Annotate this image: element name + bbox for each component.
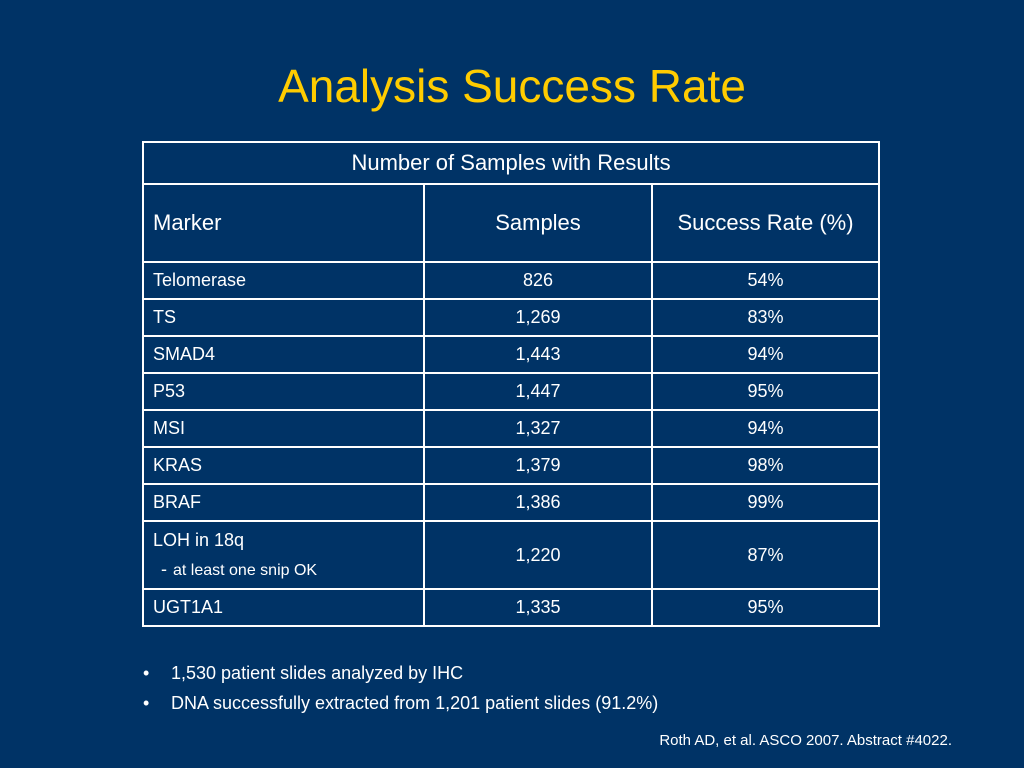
- table-row: BRAF 1,386 99%: [142, 483, 881, 522]
- marker-cell: MSI: [142, 409, 425, 448]
- rate-cell: 95%: [650, 588, 881, 627]
- table-header-row: Marker Samples Success Rate (%): [142, 183, 881, 263]
- samples-cell: 826: [423, 261, 653, 300]
- marker-cell: TS: [142, 298, 425, 337]
- rate-cell: 87%: [650, 520, 881, 590]
- samples-cell: 1,335: [423, 588, 653, 627]
- column-header-success-rate: Success Rate (%): [650, 183, 881, 263]
- note-text: 1,530 patient slides analyzed by IHC: [171, 663, 464, 683]
- rate-cell: 99%: [650, 483, 881, 522]
- list-item: • 1,530 patient slides analyzed by IHC: [143, 658, 658, 688]
- samples-cell: 1,269: [423, 298, 653, 337]
- table-row: MSI 1,327 94%: [142, 409, 881, 448]
- rate-cell: 83%: [650, 298, 881, 337]
- results-table: Number of Samples with Results Marker Sa…: [141, 141, 881, 627]
- bullet-icon: •: [143, 693, 150, 713]
- samples-cell: 1,386: [423, 483, 653, 522]
- sub-note-dash: -: [161, 559, 167, 579]
- table-row: P53 1,447 95%: [142, 372, 881, 411]
- table-row: SMAD4 1,443 94%: [142, 335, 881, 374]
- samples-cell: 1,220: [423, 520, 653, 590]
- table-row: UGT1A1 1,335 95%: [142, 588, 881, 627]
- rate-cell: 98%: [650, 446, 881, 485]
- samples-cell: 1,379: [423, 446, 653, 485]
- column-header-samples: Samples: [423, 183, 653, 263]
- table-group-header: Number of Samples with Results: [141, 141, 881, 185]
- sub-note-text: at least one snip OK: [173, 562, 318, 579]
- marker-cell: KRAS: [142, 446, 425, 485]
- marker-cell: SMAD4: [142, 335, 425, 374]
- table-row: KRAS 1,379 98%: [142, 446, 881, 485]
- marker-sub-note: - at least one snip OK: [153, 559, 414, 580]
- notes-list: • 1,530 patient slides analyzed by IHC • D…: [143, 658, 658, 718]
- marker-cell: LOH in 18q - at least one snip OK: [142, 520, 425, 590]
- column-header-marker: Marker: [142, 183, 425, 263]
- note-text: DNA successfully extracted from 1,201 pa…: [171, 693, 659, 713]
- table-row: LOH in 18q - at least one snip OK 1,220 8…: [142, 520, 881, 590]
- marker-cell: P53: [142, 372, 425, 411]
- table-row: Telomerase 826 54%: [142, 261, 881, 300]
- citation: Roth AD, et al. ASCO 2007. Abstract #402…: [659, 732, 952, 749]
- marker-cell: Telomerase: [142, 261, 425, 300]
- rate-cell: 94%: [650, 409, 881, 448]
- table-group-header-row: Number of Samples with Results: [141, 141, 881, 185]
- samples-cell: 1,327: [423, 409, 653, 448]
- marker-cell: BRAF: [142, 483, 425, 522]
- list-item: • DNA successfully extracted from 1,201 p…: [143, 688, 658, 718]
- marker-cell: UGT1A1: [142, 588, 425, 627]
- bullet-icon: •: [143, 663, 150, 683]
- samples-cell: 1,443: [423, 335, 653, 374]
- marker-label: LOH in 18q: [153, 530, 245, 550]
- rate-cell: 54%: [650, 261, 881, 300]
- rate-cell: 94%: [650, 335, 881, 374]
- table-row: TS 1,269 83%: [142, 298, 881, 337]
- slide-title: Analysis Success Rate: [278, 60, 746, 112]
- samples-cell: 1,447: [423, 372, 653, 411]
- rate-cell: 95%: [650, 372, 881, 411]
